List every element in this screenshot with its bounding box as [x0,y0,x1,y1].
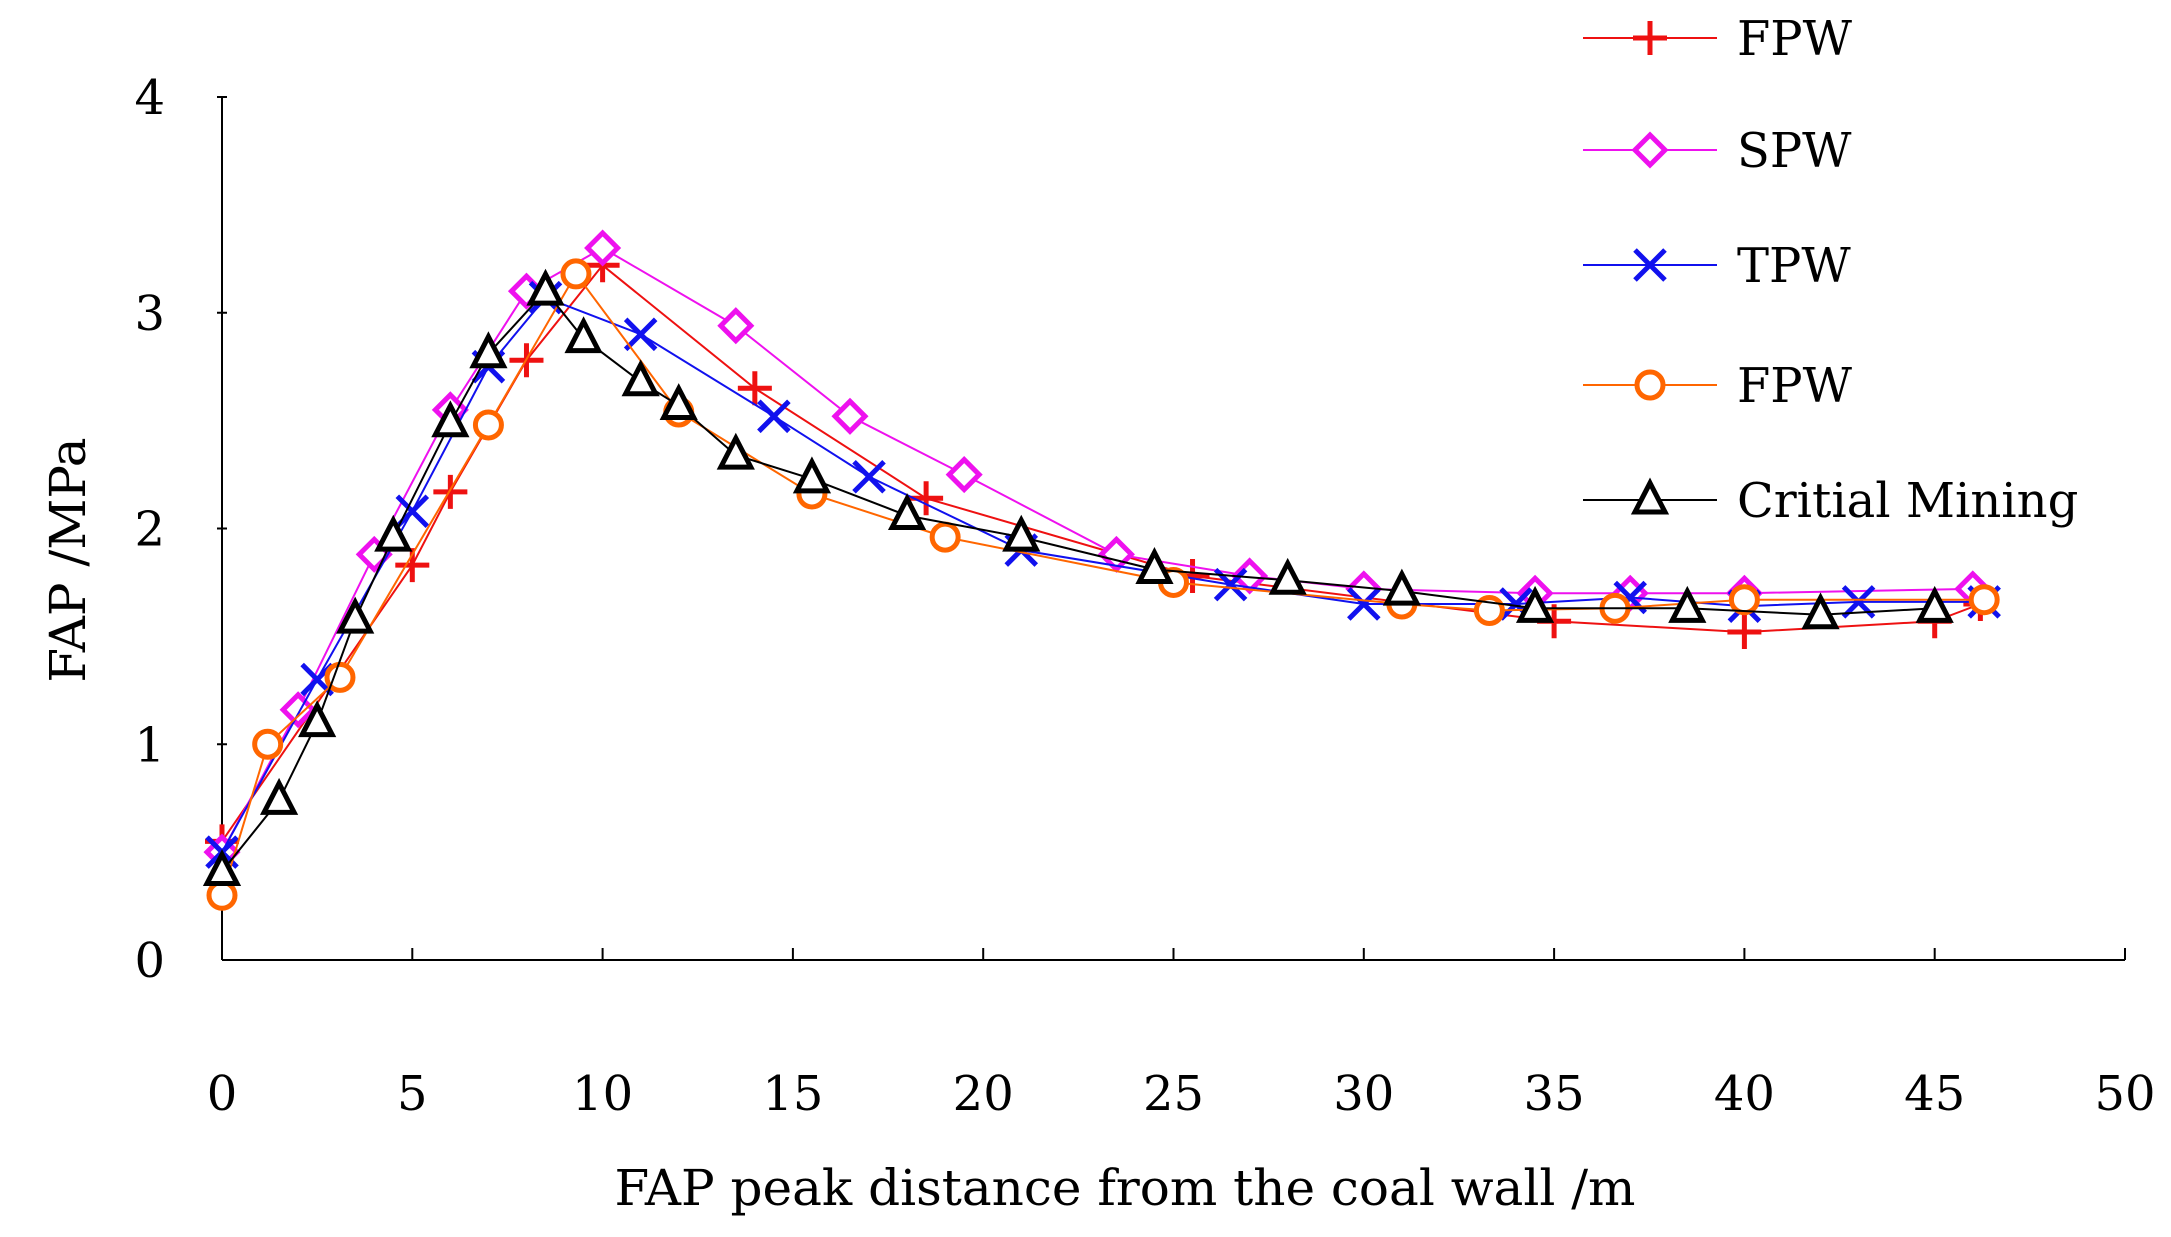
series-4 [202,268,1954,887]
data-point [324,661,356,693]
legend-item: Critial Mining [1583,473,2078,529]
x-tick-label: 35 [1524,1066,1585,1122]
data-point [1515,585,1555,623]
series-line [221,246,1973,853]
data-point [1727,615,1762,650]
data-point [929,521,961,553]
series-line [221,296,1985,853]
y-tick-label: 4 [134,70,165,126]
data-point [792,456,832,494]
data-point [433,474,468,509]
data-point [831,397,869,435]
data-point [374,514,413,552]
x-tick-label: 5 [397,1066,428,1122]
x-tick-label: 15 [762,1066,823,1122]
data-point [623,317,658,352]
data-point [1002,514,1041,552]
data-point [526,268,565,306]
series-layer [202,229,2001,911]
x-tick-label: 30 [1333,1066,1394,1122]
y-tick-label: 3 [134,286,165,342]
data-point [431,400,470,438]
y-tick-label: 0 [134,933,165,989]
data-point [945,456,983,494]
x-tick-label: 40 [1714,1066,1775,1122]
legend-label: FPW [1737,358,1853,414]
x-axis-title: FAP peak distance from the coal wall /m [615,1159,1636,1217]
ticks: 0 5 10 15 20 25 30 35 40 45 50 0 1 2 3 4 [134,70,2155,1122]
data-point [1915,585,1954,623]
data-point [298,700,337,738]
x-tick-label: 50 [2094,1066,2155,1122]
legend-marker [1633,248,1667,282]
data-point [584,229,622,267]
legend-label: Critial Mining [1737,473,2078,529]
x-tick-label: 20 [953,1066,1014,1122]
data-point [1231,557,1269,595]
data-point [564,316,603,354]
data-point [202,849,242,887]
data-point [659,383,698,421]
data-point [717,307,755,345]
data-point [1347,587,1381,621]
x-tick-label: 25 [1143,1066,1204,1122]
data-point [716,432,755,470]
data-point [1382,568,1421,606]
data-point [852,459,886,494]
legend-label: FPW [1737,11,1853,67]
legend-label: TPW [1737,238,1851,294]
series-line [221,289,1935,873]
x-tick-label: 0 [207,1066,238,1122]
legend-item: TPW [1583,238,1851,294]
data-point [737,371,772,406]
data-point [252,728,284,760]
data-point [1728,584,1760,616]
y-tick-label: 2 [134,502,165,558]
data-point [1801,592,1840,630]
data-point [336,596,375,634]
data-point [757,399,791,434]
series-1 [203,229,1992,871]
data-point [206,879,238,911]
legend-marker [1634,369,1666,401]
data-point [621,359,660,397]
y-axis-title: FAP /MPa [39,437,97,682]
x-tick-label: 45 [1904,1066,1965,1122]
legend-item: FPW [1583,11,1853,67]
legend-marker [1630,477,1670,515]
data-point [887,493,927,531]
y-tick-label: 1 [134,717,165,773]
data-point [1968,584,2000,616]
legend-marker [1631,131,1669,169]
series-line [221,263,1981,842]
legend-item: SPW [1583,123,1852,179]
data-point [259,777,299,815]
legend-marker [1633,21,1667,55]
legend: FPW SPW TPW FPW Critial Mining [1583,11,2078,529]
data-point [1268,557,1307,595]
legend-item: FPW [1583,358,1853,414]
data-point [1668,585,1707,623]
data-point [469,331,508,369]
legend-label: SPW [1737,123,1852,179]
data-point [560,258,592,290]
x-tick-label: 10 [572,1066,633,1122]
data-point [1135,547,1174,584]
data-point [472,409,504,441]
